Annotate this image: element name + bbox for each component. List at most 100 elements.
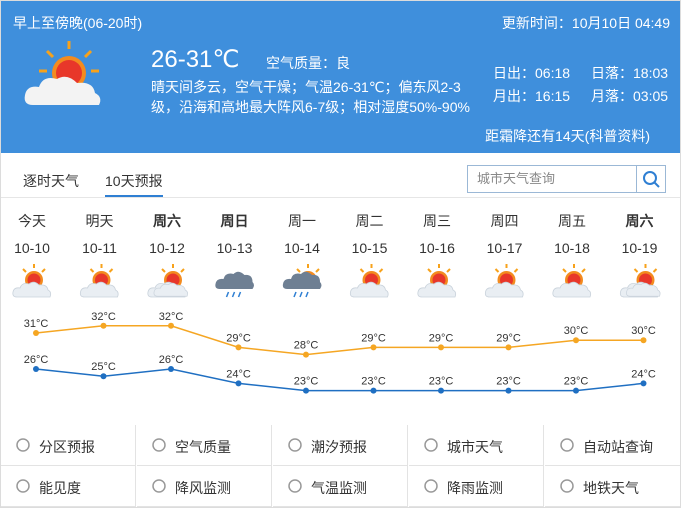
weather-icon: [79, 263, 119, 298]
low-point: [573, 387, 579, 394]
rain-drop: [293, 291, 297, 298]
weather-icon: [24, 41, 101, 105]
high-label: 29°C: [429, 332, 454, 344]
day-name: 周六: [626, 213, 654, 229]
tab[interactable]: 逐时天气: [23, 173, 79, 189]
date: 10-13: [217, 240, 253, 256]
link-label: 潮汐预报: [311, 439, 367, 455]
low-label: 26°C: [159, 354, 184, 366]
high-label: 32°C: [159, 311, 184, 323]
nav-link[interactable]: 降雨监测: [409, 466, 544, 507]
link-label: 空气质量: [175, 439, 231, 455]
date: 10-19: [622, 240, 658, 256]
cloud: [79, 281, 119, 298]
link-icon: [424, 479, 438, 493]
weather-icon: [552, 263, 592, 298]
link-icon: [560, 438, 574, 452]
nav-link[interactable]: 降风监测: [137, 466, 272, 507]
date: 10-14: [284, 240, 320, 256]
low-label: 25°C: [91, 361, 116, 373]
dark: [215, 271, 254, 289]
cloud: [552, 281, 592, 298]
low-point: [33, 366, 39, 372]
rain-drop: [225, 291, 230, 298]
sunrise: 日出：06:18: [493, 65, 571, 81]
high-label: 31°C: [24, 318, 49, 330]
high-label: 32°C: [91, 311, 116, 323]
high-point: [100, 322, 107, 329]
rain-drop: [305, 291, 309, 298]
low-label: 24°C: [631, 368, 656, 380]
high-point: [573, 337, 579, 344]
tab-active[interactable]: 10天预报: [105, 171, 163, 197]
moonrise: 月出：16:15: [493, 88, 571, 104]
cloud: [484, 281, 524, 298]
low-point: [168, 366, 174, 372]
weather-icon: [147, 263, 188, 298]
day-name: 周六: [153, 213, 181, 229]
high-point: [438, 344, 444, 351]
day-name: 周四: [491, 213, 519, 229]
cloud: [12, 281, 52, 298]
link-icon: [152, 438, 166, 452]
low-label: 26°C: [24, 354, 49, 366]
rain-drop: [237, 291, 242, 298]
day-name: 周一: [288, 213, 316, 229]
link-icon: [560, 479, 574, 493]
high-point: [303, 351, 309, 358]
header: 早上至傍晚(06-20时) 更新时间：10月10日 04:49 26-31℃ 空…: [1, 1, 680, 153]
date: 10-11: [82, 240, 117, 256]
period: 早上至傍晚(06-20时): [13, 15, 143, 31]
solar-term[interactable]: 距霜降还有14天(科普资料): [485, 128, 650, 144]
nav-link[interactable]: 城市天气: [409, 425, 544, 466]
high-label: 28°C: [294, 340, 319, 352]
weather-icon: [417, 263, 457, 298]
search-button[interactable]: [636, 165, 666, 193]
weather-icon: [12, 263, 52, 298]
weather-icon: [215, 271, 254, 298]
high-point: [370, 344, 377, 351]
link-label: 气温监测: [311, 480, 367, 496]
link-icon: [16, 438, 30, 452]
high-point: [640, 337, 647, 344]
low-label: 23°C: [564, 376, 589, 388]
weather-icon: [619, 263, 661, 298]
day-name: 周日: [221, 213, 249, 229]
low-point: [505, 387, 512, 394]
low-label: 23°C: [361, 376, 386, 388]
nav-link[interactable]: 潮汐预报: [273, 425, 408, 466]
nav-link[interactable]: 分区预报: [1, 425, 136, 466]
day-name: 周三: [423, 213, 451, 229]
nav-link[interactable]: 能见度: [1, 466, 136, 507]
nav-link[interactable]: 气温监测: [273, 466, 408, 507]
date: 10-16: [419, 240, 455, 256]
nav-link[interactable]: 自动站查询: [545, 425, 680, 466]
low-point: [370, 387, 377, 394]
high-point: [505, 344, 512, 351]
nav-link[interactable]: 空气质量: [137, 425, 272, 466]
weather-icon: [349, 263, 389, 298]
low-label: 23°C: [429, 376, 454, 388]
description-line: 晴天间多云，空气干燥；气温26-31℃；偏东风2-3: [151, 79, 461, 95]
low-point: [235, 380, 242, 387]
link-label: 自动站查询: [583, 439, 653, 455]
date: 10-18: [554, 240, 590, 256]
high-point: [168, 322, 174, 329]
cloud: [349, 281, 389, 298]
nav-link[interactable]: 地铁天气: [545, 466, 680, 507]
high-point: [235, 344, 242, 351]
link-label: 能见度: [39, 480, 81, 496]
link-label: 地铁天气: [583, 480, 639, 496]
date: 10-15: [352, 240, 388, 256]
date: 10-17: [487, 240, 523, 256]
forecast-chart: 今天 10-10 明天 10-11 周六 10-12 周日 10-13 周一 10-14 周二 10-…: [12, 213, 661, 394]
low-label: 23°C: [294, 376, 319, 388]
divider: [1, 197, 680, 198]
high-label: 30°C: [631, 325, 656, 337]
link-label: 城市天气: [447, 439, 503, 455]
weather-icon: [282, 263, 322, 298]
low-point: [100, 373, 107, 380]
high-label: 29°C: [226, 332, 251, 344]
date: 10-12: [149, 240, 185, 256]
